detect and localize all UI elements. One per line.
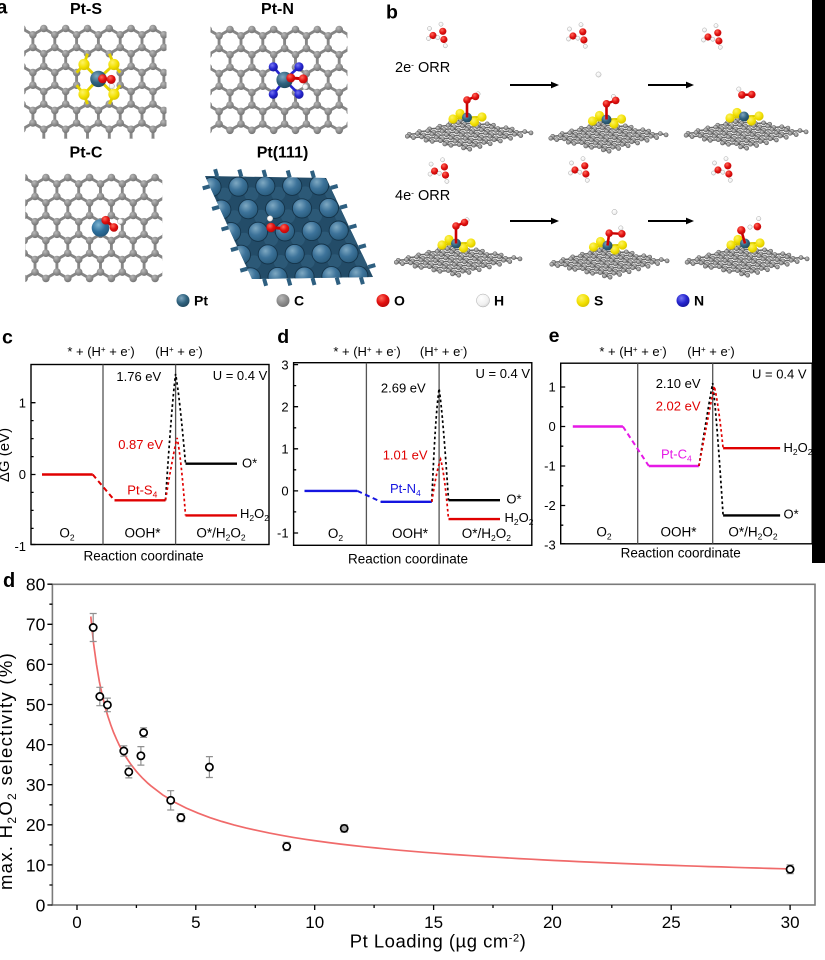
svg-text:O*: O* (506, 492, 521, 507)
svg-text:ΔG (eV): ΔG (eV) (0, 428, 13, 482)
svg-text:d: d (277, 326, 289, 348)
svg-text:U = 0.4 V: U = 0.4 V (752, 367, 807, 382)
svg-text:-1: -1 (544, 459, 556, 474)
svg-text:-1: -1 (14, 539, 26, 554)
svg-text:Pt-N4​: Pt-N4​ (390, 481, 421, 498)
svg-text:H: H (494, 293, 504, 309)
svg-text:O2​: O2​ (328, 526, 344, 543)
svg-text:2.10 eV: 2.10 eV (656, 376, 701, 391)
svg-text:d: d (3, 570, 15, 592)
svg-text:4e-​ ORR: 4e-​ ORR (395, 188, 450, 205)
svg-text:O*/H2​O2​: O*/H2​O2​ (728, 525, 778, 542)
svg-text:20: 20 (543, 913, 562, 932)
svg-text:20: 20 (26, 815, 46, 835)
svg-text:25: 25 (662, 913, 681, 932)
svg-text:50: 50 (26, 695, 46, 715)
svg-text:O*/H2​O2​: O*/H2​O2​ (196, 526, 246, 543)
svg-text:0: 0 (72, 913, 81, 932)
svg-text:10: 10 (305, 913, 324, 932)
svg-text:5: 5 (191, 913, 200, 932)
svg-text:S: S (594, 293, 603, 309)
svg-text:0: 0 (36, 895, 46, 915)
svg-text:1: 1 (19, 395, 26, 410)
svg-text:2.69 eV: 2.69 eV (381, 381, 426, 396)
svg-text:2: 2 (281, 399, 288, 414)
svg-text:* + (H+​ + e-​): * + (H+​ + e-​) (67, 344, 134, 359)
svg-text:1.01 eV: 1.01 eV (383, 448, 428, 463)
svg-text:1: 1 (281, 442, 288, 457)
svg-text:0: 0 (19, 467, 26, 482)
svg-text:Reaction coordinate: Reaction coordinate (348, 552, 468, 567)
svg-text:O*: O* (242, 456, 257, 471)
svg-text:U = 0.4 V: U = 0.4 V (476, 366, 531, 381)
svg-text:-3: -3 (544, 538, 556, 553)
svg-text:15: 15 (424, 913, 443, 932)
svg-text:0: 0 (281, 484, 288, 499)
svg-text:OOH*: OOH* (392, 526, 429, 541)
svg-text:2e-​ ORR: 2e-​ ORR (395, 60, 450, 77)
svg-text:1: 1 (548, 380, 555, 395)
svg-text:2.02 eV: 2.02 eV (656, 399, 701, 414)
svg-text:0: 0 (548, 419, 555, 434)
svg-text:H2​O2​: H2​O2​ (784, 440, 813, 457)
svg-text:a: a (0, 0, 8, 19)
svg-text:N: N (694, 293, 704, 309)
svg-text:Pt-N: Pt-N (261, 1, 294, 18)
svg-text:C: C (294, 293, 304, 309)
svg-text:Reaction coordinate: Reaction coordinate (621, 546, 741, 561)
svg-text:O: O (394, 293, 405, 309)
svg-text:(H+​ + e-​): (H+​ + e-​) (687, 344, 734, 359)
svg-text:e: e (549, 325, 560, 347)
svg-text:Pt-C: Pt-C (70, 145, 103, 162)
svg-text:OOH*: OOH* (660, 525, 697, 540)
svg-text:O2​: O2​ (596, 525, 612, 542)
svg-text:Reaction coordinate: Reaction coordinate (84, 549, 204, 564)
svg-text:O*/H2​O2​: O*/H2​O2​ (462, 526, 512, 543)
svg-text:U = 0.4 V: U = 0.4 V (213, 368, 268, 383)
svg-text:c: c (2, 327, 13, 349)
svg-text:Pt(111): Pt(111) (257, 145, 309, 162)
svg-text:-1: -1 (277, 526, 289, 541)
svg-text:Pt: Pt (194, 293, 208, 309)
svg-text:-2: -2 (544, 498, 556, 513)
svg-text:OOH*: OOH* (124, 526, 161, 541)
svg-text:0.87 eV: 0.87 eV (118, 437, 163, 452)
svg-text:Pt-S: Pt-S (70, 1, 102, 18)
svg-text:30: 30 (781, 913, 800, 932)
svg-text:3: 3 (281, 357, 288, 372)
svg-text:max. H2​O2​ selectivity (%): max. H2​O2​ selectivity (%) (0, 652, 19, 890)
svg-text:70: 70 (26, 615, 46, 635)
svg-text:1.76 eV: 1.76 eV (116, 369, 161, 384)
svg-text:O2​: O2​ (59, 526, 75, 543)
svg-text:(H+​ + e-​): (H+​ + e-​) (155, 344, 202, 359)
svg-text:40: 40 (26, 735, 46, 755)
svg-text:Pt Loading (µg cm-2​): Pt Loading (µg cm-2​) (350, 931, 526, 952)
svg-text:Pt-S4​: Pt-S4​ (127, 483, 157, 500)
svg-text:10: 10 (26, 855, 46, 875)
svg-text:30: 30 (26, 775, 46, 795)
svg-text:H2​O2​: H2​O2​ (240, 506, 269, 523)
svg-text:60: 60 (26, 655, 46, 675)
svg-text:80: 80 (26, 575, 46, 595)
svg-text:Pt-C4​: Pt-C4​ (661, 447, 692, 464)
svg-text:b: b (386, 2, 398, 24)
svg-text:* + (H+​ + e-​): * + (H+​ + e-​) (599, 344, 666, 359)
svg-text:H2​O2​: H2​O2​ (505, 510, 534, 527)
svg-text:* + (H+​ + e-​): * + (H+​ + e-​) (333, 344, 400, 359)
svg-text:O*: O* (784, 507, 799, 522)
svg-text:(H+​ + e-​): (H+​ + e-​) (420, 344, 467, 359)
